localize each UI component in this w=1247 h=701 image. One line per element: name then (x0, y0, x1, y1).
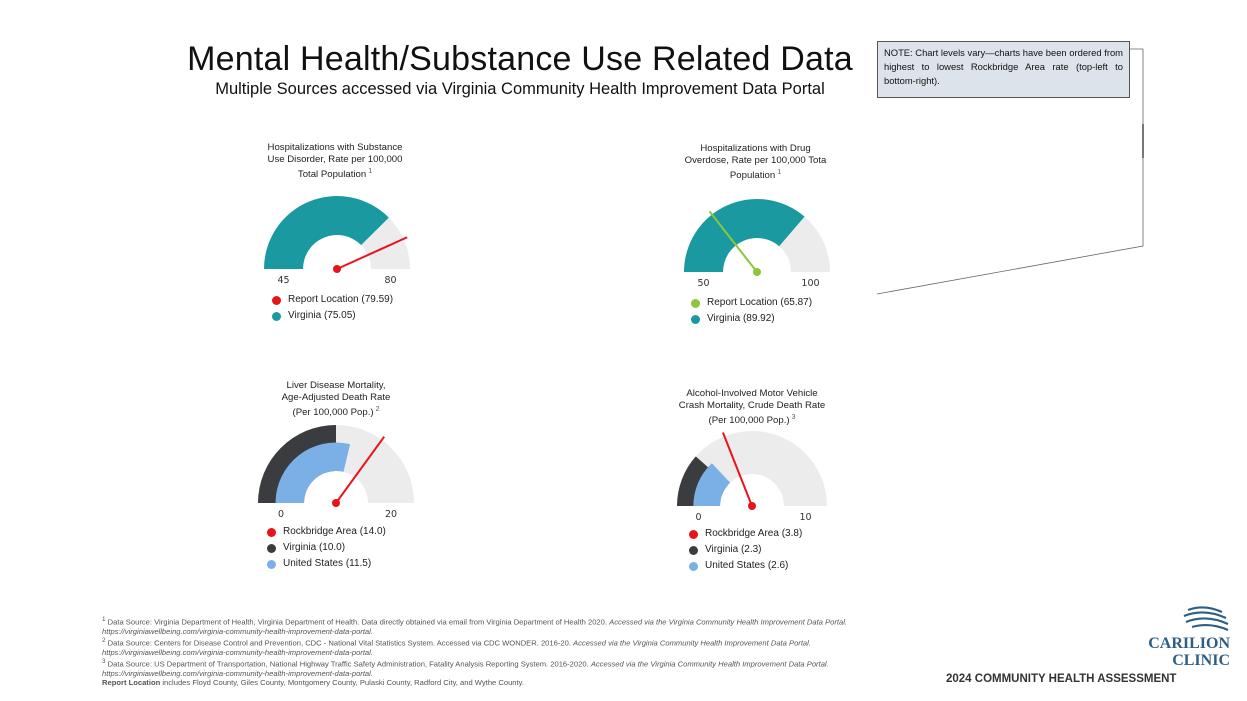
legend-item: United States (2.6) (689, 558, 802, 574)
legend-item: Virginia (89.92) (691, 311, 812, 327)
gauge-needle-hub (333, 265, 341, 273)
legend-dot-icon (691, 314, 700, 324)
legend-item: Report Location (65.87) (691, 295, 812, 311)
gauge-title: Hospitalizations with Drug Overdose, Rat… (684, 143, 827, 182)
gauge-needle-rockbridge-area (721, 432, 753, 507)
legend-label: Virginia (2.3) (705, 544, 762, 555)
legend-item: Virginia (10.0) (267, 540, 386, 556)
legend-dot-icon (267, 527, 276, 537)
logo-line2: CLINIC (1172, 652, 1230, 669)
legend-dot-icon (267, 559, 276, 569)
legend-item: Virginia (75.05) (272, 308, 393, 324)
page-subtitle: Multiple Sources accessed via Virginia C… (215, 80, 825, 98)
gauge-footnote-marker: 3 (791, 414, 796, 421)
legend-item: Report Location (79.59) (272, 292, 393, 308)
legend-dot-icon (689, 545, 698, 555)
gauge-legend: Rockbridge Area (14.0) Virginia (10.0) Uni… (267, 524, 386, 572)
gauge-title: Hospitalizations with Substance Use Diso… (267, 142, 403, 181)
tick-label-max: 80 (384, 275, 396, 286)
gauge-needle-report-location (708, 210, 758, 273)
legend-dot-icon (691, 298, 700, 308)
gauge-legend: Report Location (65.87) Virginia (89.92) (691, 295, 812, 327)
gauge-band-virginia (264, 196, 389, 269)
legend-label: Virginia (89.92) (707, 313, 775, 324)
gauge-legend: Report Location (79.59) Virginia (75.05) (272, 292, 393, 324)
legend-item: Rockbridge Area (3.8) (689, 526, 802, 542)
assessment-label: 2024 COMMUNITY HEALTH ASSESSMENT (946, 673, 1177, 685)
legend-label: United States (2.6) (705, 560, 789, 571)
logo-line1: CARILION (1148, 635, 1230, 652)
carilion-clinic-logo: CARILION CLINIC (1148, 606, 1230, 669)
gauge-legend: Rockbridge Area (3.8) Virginia (2.3) Unite… (689, 526, 802, 574)
legend-label: Report Location (65.87) (707, 297, 813, 308)
tick-label-min: 45 (277, 275, 289, 286)
legend-item: Virginia (2.3) (689, 542, 802, 558)
gauge-inner-band-united-states (693, 463, 731, 506)
legend-item: United States (11.5) (267, 556, 386, 572)
gauge-title: Liver Disease Mortality, Age-Adjusted De… (281, 380, 391, 419)
legend-dot-icon (272, 311, 281, 321)
tick-label-min: 0 (695, 512, 701, 523)
footnote-2: 2 Data Source: Centers for Disease Contr… (102, 636, 811, 657)
gauge-needle-hub (332, 499, 340, 507)
gauge-needle-hub (753, 268, 761, 276)
gauge-footnote-marker: 1 (368, 168, 373, 175)
report-location-note: Report Location includes Floyd County, G… (102, 677, 524, 687)
gauge-needle-hub (748, 502, 756, 510)
legend-label: Report Location (79.59) (288, 294, 394, 305)
footnote-3: 3 Data Source: US Department of Transpor… (102, 657, 829, 678)
tick-label-max: 100 (801, 278, 819, 289)
gauge-inner-band-united-states (275, 442, 351, 503)
legend-dot-icon (267, 543, 276, 553)
legend-item: Rockbridge Area (14.0) (267, 524, 386, 540)
tick-label-max: 20 (385, 509, 397, 520)
legend-label: Virginia (10.0) (283, 542, 346, 553)
gauge-footnote-marker: 2 (375, 406, 380, 413)
gauge-footnote-marker: 1 (777, 169, 782, 176)
legend-label: Rockbridge Area (14.0) (283, 526, 386, 537)
gauge-needle-rockbridge-area (335, 436, 386, 504)
gauge-needle-report-location (336, 236, 408, 270)
page-title: Mental Health/Substance Use Related Data (187, 40, 853, 78)
footnote-1: 1 Data Source: Virginia Department of He… (102, 616, 848, 636)
tick-label-min: 0 (278, 509, 284, 520)
legend-label: Virginia (75.05) (288, 310, 356, 321)
footnotes: 1 Data Source: Virginia Department of He… (102, 615, 877, 687)
note-box: NOTE: Chart levels vary—charts have been… (877, 41, 1130, 98)
legend-label: Rockbridge Area (3.8) (705, 528, 803, 539)
tick-label-min: 50 (697, 278, 709, 289)
legend-dot-icon (272, 295, 281, 305)
legend-dot-icon (689, 529, 698, 539)
legend-label: United States (11.5) (283, 558, 372, 569)
legend-dot-icon (689, 561, 698, 571)
gauge-title: Alcohol-Involved Motor Vehicle Crash Mor… (678, 388, 826, 427)
tick-label-max: 10 (799, 512, 811, 523)
logo-swoosh-icon (1183, 606, 1229, 632)
